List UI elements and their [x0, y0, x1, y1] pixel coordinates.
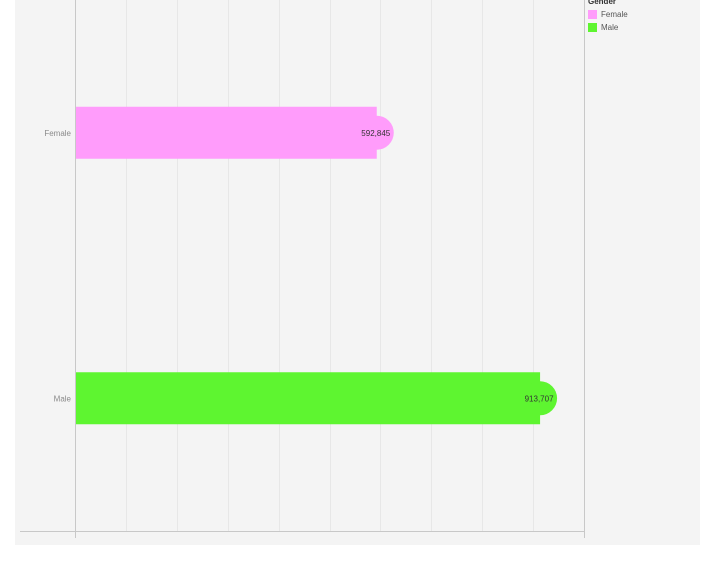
- bar-male[interactable]: [75, 372, 541, 425]
- category-label: Female: [44, 129, 71, 138]
- category-label: Male: [54, 394, 72, 403]
- bar-cap-female: [359, 115, 394, 150]
- axes: [20, 0, 585, 538]
- legend-item-male[interactable]: Male: [588, 21, 628, 34]
- legend-label: Female: [601, 10, 628, 19]
- legend-item-female[interactable]: Female: [588, 8, 628, 21]
- data-label: 913,707: [525, 394, 554, 403]
- bar-cap-male: [523, 381, 558, 416]
- chart-pane-background: [15, 0, 700, 545]
- legend-swatch: [588, 10, 597, 19]
- legend-title: Gender: [588, 0, 617, 6]
- legend-swatch: [588, 23, 597, 32]
- legend-label: Male: [601, 23, 619, 32]
- bars: [75, 106, 558, 425]
- bar-female[interactable]: [75, 106, 377, 159]
- legend: Gender Female Male: [588, 0, 628, 34]
- data-label: 592,845: [361, 129, 390, 138]
- bar-labels: 592,845 Female 913,707 Male: [44, 129, 554, 404]
- gridlines: [126, 0, 534, 531]
